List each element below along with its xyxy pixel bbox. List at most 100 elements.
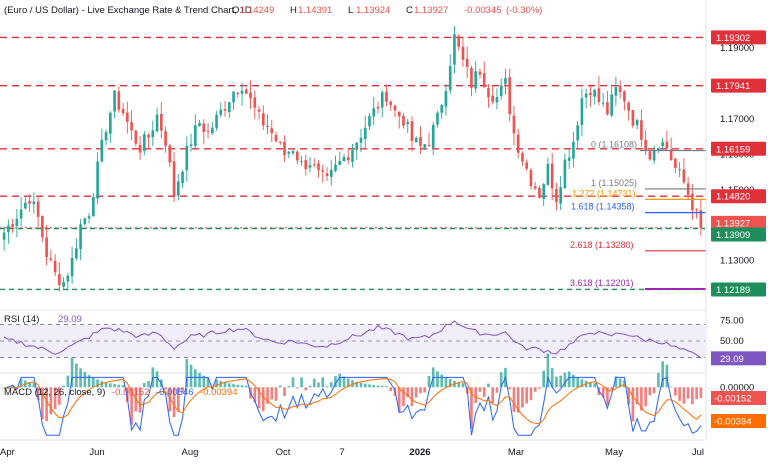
macd-hist-bar <box>533 387 537 392</box>
macd-hist-bar <box>359 382 363 388</box>
macd-hist-bar <box>436 371 439 388</box>
candle <box>563 153 567 189</box>
macd-hist-bar <box>278 385 282 388</box>
candle <box>525 159 529 171</box>
candle <box>555 182 558 211</box>
candle <box>249 80 252 109</box>
price-pane: 0 (1.16108) 1 (1.15025)1.272 (1.14731) 1.6… <box>0 0 768 440</box>
macd-hist-bar <box>164 387 167 390</box>
macd-hist-bar <box>563 372 567 388</box>
macd-hist-bar <box>669 386 673 388</box>
candle <box>470 65 473 97</box>
candle <box>45 225 48 266</box>
macd-hist-bar <box>576 377 579 388</box>
macd-hist-bar <box>304 387 308 391</box>
candle <box>185 136 189 182</box>
candle <box>24 197 27 210</box>
macd-hist-bar <box>236 384 240 388</box>
candle <box>155 107 159 133</box>
candle <box>160 102 163 139</box>
candle <box>699 198 703 236</box>
time-tick-label: Apr <box>0 447 15 458</box>
macd-hist-bar <box>695 387 698 400</box>
candle <box>2 226 6 251</box>
macd-hist-bar <box>295 387 299 389</box>
candle <box>321 164 325 183</box>
candle <box>70 246 74 284</box>
candle <box>261 105 265 130</box>
candle <box>618 80 622 99</box>
candle <box>274 131 278 143</box>
candle <box>419 126 422 155</box>
time-tick-label: Jul <box>692 447 704 458</box>
ohlc-change-pct: (-0.30%) <box>506 5 542 16</box>
candle <box>465 46 469 79</box>
candle <box>300 156 303 166</box>
ohlc-key-c: C <box>406 5 413 16</box>
macd-hist-bar <box>427 376 431 388</box>
macd-hist-bar <box>109 383 112 388</box>
price-tag-label: 1.12189 <box>716 285 750 296</box>
rsi-legend: RSI (14) 29.09 <box>4 314 82 325</box>
macd-hist-bar <box>329 382 333 388</box>
candle <box>546 157 550 186</box>
macd-hist-bar <box>202 375 206 388</box>
macd-hist-bar <box>126 387 129 402</box>
macd-hist-bar <box>176 387 180 412</box>
macd-hist-bar <box>62 385 65 388</box>
candle <box>440 103 444 119</box>
price-tag-label: 1.17941 <box>716 81 750 92</box>
candle <box>538 185 541 199</box>
ohlc-value-c: 1.13927 <box>414 5 448 16</box>
candle <box>627 100 630 121</box>
candle <box>312 158 316 168</box>
price-tag-label: 1.13909 <box>716 230 750 241</box>
macd-hist-bar <box>317 382 320 388</box>
macd-hist-bar <box>240 385 244 388</box>
candle <box>266 114 269 135</box>
macd-hist-bar <box>49 387 53 415</box>
macd-histogram <box>2 353 703 429</box>
macd-hist-bar <box>457 382 461 388</box>
candle <box>138 136 142 160</box>
ohlc-change: -0.00345 <box>464 5 502 16</box>
signal-series <box>4 378 702 425</box>
candle <box>606 90 609 116</box>
candle <box>542 183 545 207</box>
candle <box>495 88 499 110</box>
macd-hist-bar <box>83 372 87 388</box>
macd-hist-bar <box>482 387 486 397</box>
macd-hist-bar <box>516 387 520 413</box>
macd-hist-bar <box>70 357 74 388</box>
macd-hist-bar <box>266 387 269 404</box>
macd-series <box>3 375 702 436</box>
macd-hist-bar <box>300 377 303 388</box>
macd-hist-bar <box>686 387 690 399</box>
macd-hist-bar <box>380 385 384 388</box>
candle <box>325 166 329 182</box>
candle <box>329 160 333 186</box>
macd-hist-bar <box>274 387 278 401</box>
candle <box>427 132 431 147</box>
price-tick-label: 1.13000 <box>720 256 754 267</box>
price-tag-1.13909: 1.13909 <box>711 227 766 242</box>
macd-hist-bar <box>572 374 575 388</box>
time-tick-label: Jun <box>89 447 104 458</box>
candle <box>202 119 206 145</box>
candle <box>631 109 635 129</box>
candle <box>508 68 512 122</box>
candle <box>614 76 618 106</box>
candle <box>368 113 371 130</box>
candle <box>113 90 116 119</box>
macd-hist-bar <box>308 385 312 388</box>
macd-hist-bar <box>402 387 405 407</box>
macd-hist-bar <box>130 387 133 425</box>
candle <box>75 238 78 261</box>
macd-hist-bar <box>355 381 359 388</box>
macd-hist-bar <box>508 387 512 390</box>
candle <box>393 104 397 117</box>
candle <box>227 102 231 119</box>
candle <box>474 61 478 93</box>
candle <box>593 88 596 105</box>
